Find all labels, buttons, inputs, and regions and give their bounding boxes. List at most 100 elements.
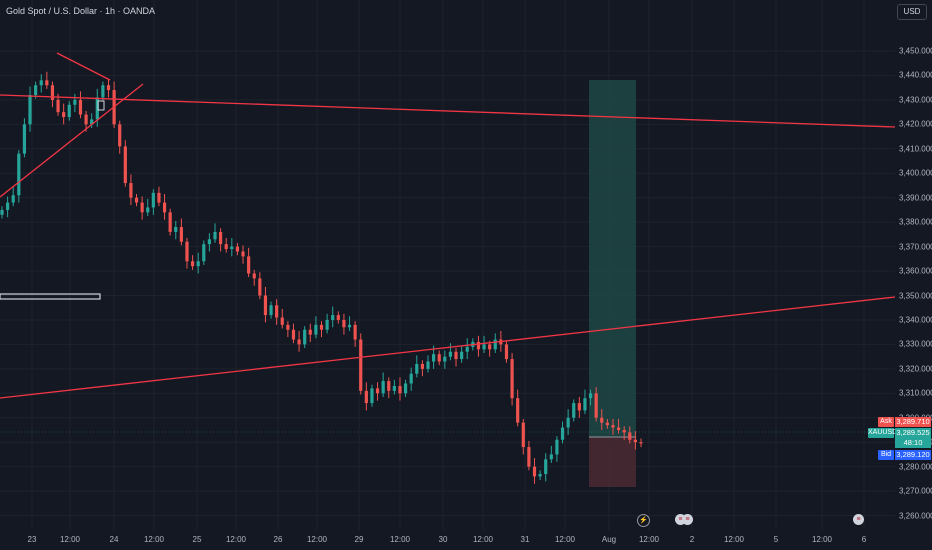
candle-body [325, 319, 329, 330]
candle-body [342, 319, 346, 328]
price-tick-label: 3,410.000 [899, 144, 932, 154]
candle-body [572, 403, 576, 418]
bid-label: Bid [878, 450, 894, 460]
time-tick-label: 23 [27, 535, 37, 544]
price-tick-label: 3,390.000 [899, 193, 932, 203]
price-tick-label: 3,370.000 [899, 242, 932, 252]
rising-trendline[interactable] [0, 83, 144, 198]
candle-body [353, 324, 357, 340]
candle-body [577, 403, 581, 411]
candle-body [196, 261, 200, 267]
time-tick-label: 29 [354, 535, 364, 544]
candle-marker-box[interactable] [97, 100, 105, 111]
time-tick-label: 6 [861, 535, 867, 544]
time-tick-label: 12:00 [143, 535, 165, 544]
price-tick-label: 3,450.000 [899, 46, 932, 56]
target-zone[interactable] [589, 80, 636, 437]
chart-canvas[interactable] [0, 0, 895, 530]
candle-body [460, 351, 464, 360]
time-tick-label: 12:00 [554, 535, 576, 544]
price-tick-label: 3,440.000 [899, 70, 932, 80]
candle-body [426, 361, 430, 369]
candle-body [202, 244, 206, 262]
candle-body [101, 85, 105, 98]
us-flag-event-icon[interactable]: ≡ [682, 514, 693, 525]
price-axis[interactable]: 3,450.000 3,440.000 3,430.000 3,420.000 3,41… [895, 0, 932, 530]
candle-body [67, 104, 71, 118]
candle-body [263, 295, 268, 316]
candle-body [252, 273, 256, 279]
time-axis[interactable]: 23 12:00 24 12:00 25 12:00 26 12:00 29 12:00 30 12:… [0, 530, 895, 550]
price-tick-label: 3,270.000 [899, 486, 932, 496]
candle-body [6, 202, 10, 210]
candle-body [387, 381, 391, 391]
candle-body [375, 388, 380, 394]
lightning-event-icon[interactable]: ⚡ [637, 514, 650, 527]
price-tick-label: 3,340.000 [899, 315, 932, 325]
candle-body [168, 212, 172, 232]
candle-body [303, 329, 307, 345]
candle-body [241, 251, 245, 257]
time-tick-label: 12:00 [306, 535, 328, 544]
ask-label: Ask [878, 417, 894, 427]
grid-lines [0, 0, 895, 530]
stop-zone[interactable] [589, 437, 636, 487]
candle-body [17, 153, 21, 196]
candle-body [146, 207, 150, 213]
candle-body [336, 315, 340, 320]
falling-trendline[interactable] [56, 52, 111, 81]
candle-body [347, 324, 352, 328]
candle-body [448, 351, 453, 357]
candle-body [527, 447, 531, 467]
candle-body [275, 305, 279, 318]
price-tick-label: 3,380.000 [899, 217, 932, 227]
time-tick-label: 12:00 [638, 535, 660, 544]
candle-body [403, 383, 408, 394]
price-marker-box[interactable] [0, 293, 101, 300]
candle-body [174, 227, 178, 232]
last-price-tag: 3,289.525 [895, 428, 931, 438]
candle-body [247, 256, 251, 274]
candle-body [415, 363, 419, 374]
candle-body [123, 146, 127, 184]
us-flag-event-icon[interactable]: ≡ [675, 514, 686, 525]
candle-body [319, 324, 324, 330]
candle-body [62, 112, 66, 118]
candle-body [605, 422, 609, 426]
candle-body [560, 427, 565, 440]
candle-body [359, 339, 363, 391]
candle-body [280, 317, 284, 325]
support-trendline[interactable] [0, 296, 895, 399]
price-tick-label: 3,430.000 [899, 95, 932, 105]
bid-price-tag: 3,289.120 [895, 450, 931, 460]
candle-body [364, 390, 368, 404]
candle-body [185, 241, 189, 262]
symbol-title[interactable]: Gold Spot / U.S. Dollar · 1h · OANDA [6, 6, 156, 16]
candle-body [493, 339, 497, 350]
candle-body [381, 381, 385, 394]
candlestick-series [0, 71, 643, 484]
candle-body [392, 385, 396, 391]
candle-body [600, 417, 604, 423]
candle-body [510, 359, 514, 399]
currency-button[interactable]: USD [897, 4, 927, 20]
candle-body [432, 354, 436, 362]
candle-body [45, 80, 49, 86]
candle-body [269, 305, 273, 316]
candle-body [90, 119, 94, 125]
candle-body [78, 99, 83, 115]
candle-body [454, 351, 458, 360]
candle-body [157, 192, 161, 203]
candle-body [224, 244, 228, 250]
us-flag-event-icon[interactable]: ≡ [853, 514, 864, 525]
candle-body [521, 422, 525, 448]
candle-body [308, 329, 312, 335]
price-tick-label: 3,420.000 [899, 119, 932, 129]
time-tick-label: 31 [520, 535, 530, 544]
candle-body [544, 459, 548, 474]
time-tick-label: 12:00 [389, 535, 411, 544]
resistance-trendline[interactable] [0, 94, 895, 128]
candle-body [437, 354, 441, 362]
candle-body [398, 385, 402, 394]
